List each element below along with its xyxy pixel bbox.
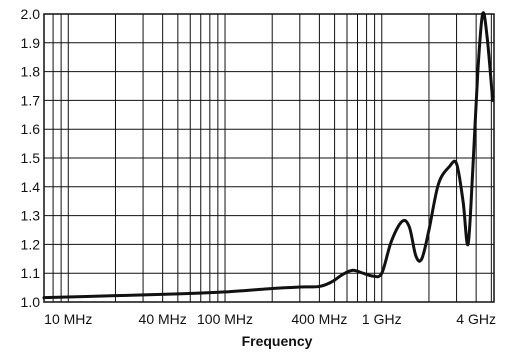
x-tick-label: 10 MHz	[44, 311, 92, 327]
data-point	[351, 269, 354, 271]
data-point	[372, 275, 374, 277]
data-point	[448, 166, 450, 168]
y-axis-ticks: 1.0 1.1 1.2 1.3 1.4 1.5 1.6 1.7 1.8 1.9 2.0	[21, 6, 41, 310]
data-point	[224, 291, 226, 293]
data-point	[421, 258, 423, 260]
data-point	[437, 183, 440, 185]
data-point	[177, 293, 179, 295]
y-tick-label: 1.2	[21, 236, 41, 252]
data-point	[390, 240, 392, 243]
data-point	[477, 71, 479, 73]
data-point	[492, 99, 494, 101]
data-point	[415, 255, 417, 257]
y-tick-label: 1.6	[21, 121, 41, 137]
y-tick-label: 1.9	[21, 35, 41, 51]
y-tick-label: 1.0	[21, 294, 41, 310]
x-tick-label: 40 MHz	[139, 311, 187, 327]
data-point	[472, 171, 474, 173]
y-tick-label: 1.1	[21, 265, 41, 281]
x-axis-ticks: 10 MHz 40 MHz 100 MHz 400 MHz 1 GHz 4 GHz	[44, 311, 496, 327]
y-tick-label: 1.3	[21, 208, 41, 224]
data-point	[462, 200, 464, 202]
data-point	[271, 287, 273, 290]
grid	[43, 13, 494, 303]
data-point	[362, 272, 364, 274]
data-point	[467, 243, 469, 245]
x-tick-label: 4 GHz	[456, 311, 496, 327]
data-point	[428, 229, 430, 231]
series-group	[42, 11, 495, 300]
data-point	[299, 286, 301, 288]
y-tick-label: 2.0	[21, 6, 41, 22]
x-axis-label: Frequency	[242, 333, 313, 349]
y-tick-label: 1.5	[21, 150, 41, 166]
series-line	[42, 11, 495, 300]
x-tick-label: 400 MHz	[291, 311, 347, 327]
plot-frame	[43, 13, 495, 303]
x-tick-label: 100 MHz	[197, 311, 253, 327]
data-point	[455, 163, 458, 165]
data-point	[341, 274, 343, 276]
data-point	[486, 36, 488, 38]
y-tick-label: 1.4	[21, 179, 41, 195]
data-point	[401, 220, 403, 222]
y-tick-label: 1.7	[21, 92, 41, 108]
data-point	[114, 295, 117, 297]
data-point	[381, 272, 383, 274]
data-point	[318, 285, 320, 288]
data-point	[408, 226, 410, 228]
data-point	[331, 281, 333, 283]
y-tick-label: 1.8	[21, 64, 41, 80]
x-tick-label: 1 GHz	[362, 311, 402, 327]
